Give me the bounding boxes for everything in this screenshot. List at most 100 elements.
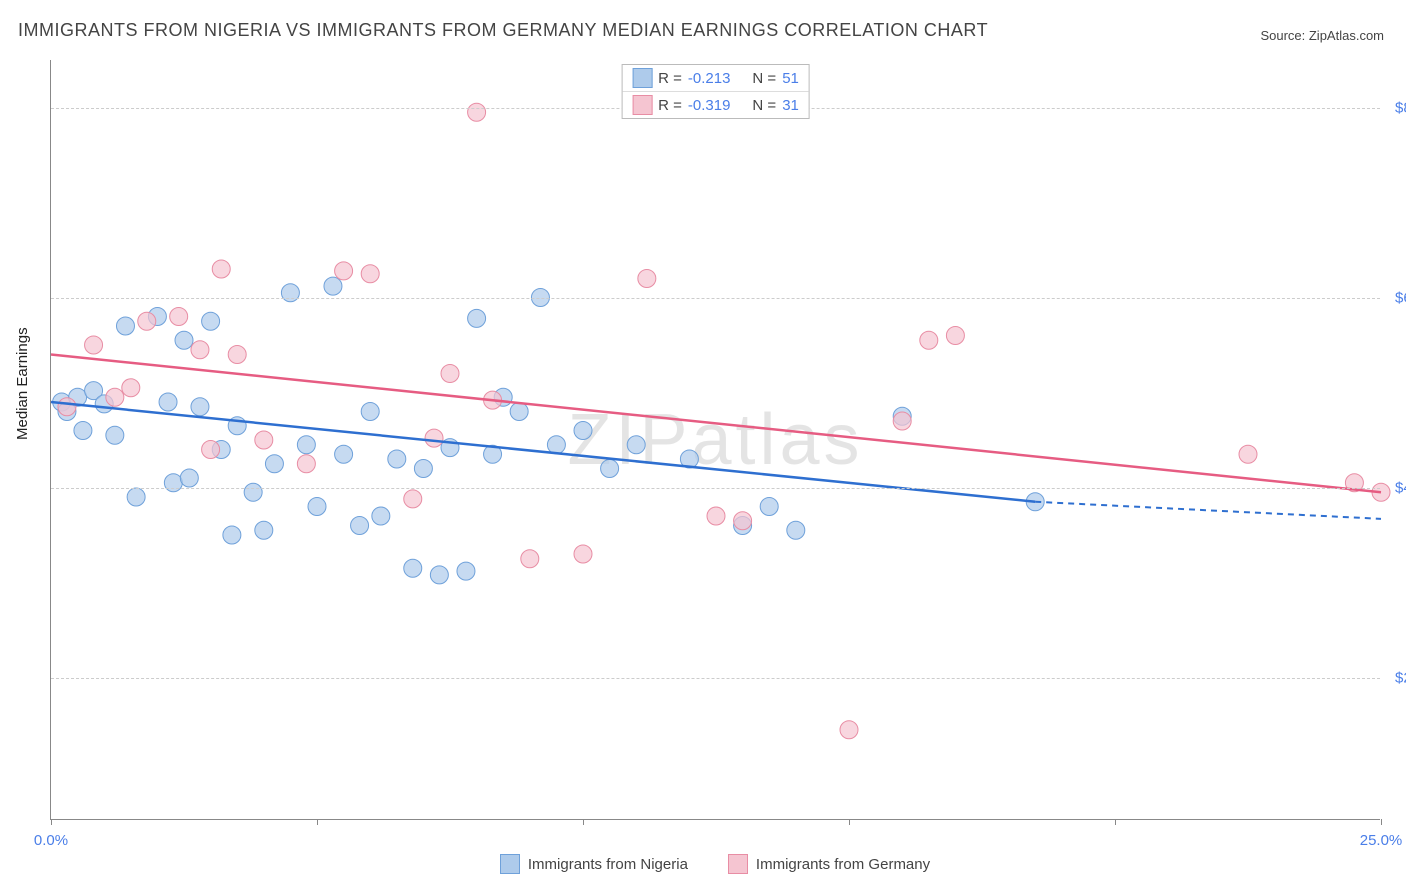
scatter-point <box>180 469 198 487</box>
scatter-point <box>202 312 220 330</box>
scatter-point <box>122 379 140 397</box>
scatter-point <box>468 309 486 327</box>
scatter-point <box>351 517 369 535</box>
scatter-point <box>361 265 379 283</box>
scatter-point <box>414 460 432 478</box>
legend-label-germany: Immigrants from Germany <box>756 856 930 873</box>
scatter-point <box>760 498 778 516</box>
scatter-point <box>1239 445 1257 463</box>
y-tick-label: $60,000 <box>1385 289 1406 306</box>
scatter-point <box>425 429 443 447</box>
legend-item-nigeria: Immigrants from Nigeria <box>500 854 688 874</box>
swatch-germany <box>632 95 652 115</box>
scatter-point <box>191 341 209 359</box>
legend-stats-box: R = -0.213 N = 51 R = -0.319 N = 31 <box>621 64 810 119</box>
y-tick-label: $20,000 <box>1385 669 1406 686</box>
x-tick-label: 25.0% <box>1360 832 1403 849</box>
scatter-point <box>223 526 241 544</box>
x-tick <box>849 819 850 825</box>
chart-title: IMMIGRANTS FROM NIGERIA VS IMMIGRANTS FR… <box>18 20 988 41</box>
r-label: R = <box>658 97 682 114</box>
scatter-point <box>106 388 124 406</box>
plot-area: ZIPatlas R = -0.213 N = 51 R = -0.319 N … <box>50 60 1380 820</box>
scatter-point <box>734 512 752 530</box>
scatter-point <box>707 507 725 525</box>
scatter-point <box>244 483 262 501</box>
scatter-point <box>297 455 315 473</box>
scatter-point <box>547 436 565 454</box>
scatter-point <box>335 445 353 463</box>
scatter-point <box>404 559 422 577</box>
scatter-point <box>574 422 592 440</box>
x-tick <box>51 819 52 825</box>
r-label: R = <box>658 70 682 87</box>
scatter-point <box>510 403 528 421</box>
scatter-point <box>255 431 273 449</box>
n-value-germany: 31 <box>782 97 799 114</box>
scatter-point <box>404 490 422 508</box>
r-value-nigeria: -0.213 <box>688 70 731 87</box>
scatter-point <box>85 336 103 354</box>
scatter-point <box>920 331 938 349</box>
x-tick <box>1115 819 1116 825</box>
scatter-point <box>574 545 592 563</box>
scatter-point <box>324 277 342 295</box>
chart-svg <box>51 60 1380 819</box>
gridline-h <box>51 298 1380 299</box>
bottom-legend: Immigrants from Nigeria Immigrants from … <box>50 854 1380 874</box>
scatter-point <box>74 422 92 440</box>
trend-line-extension <box>1035 502 1381 519</box>
scatter-point <box>601 460 619 478</box>
scatter-point <box>265 455 283 473</box>
y-axis-label: Median Earnings <box>14 327 31 440</box>
y-tick-label: $40,000 <box>1385 479 1406 496</box>
swatch-nigeria <box>632 68 652 88</box>
scatter-point <box>457 562 475 580</box>
scatter-point <box>441 365 459 383</box>
scatter-point <box>627 436 645 454</box>
scatter-point <box>191 398 209 416</box>
n-value-nigeria: 51 <box>782 70 799 87</box>
y-tick-label: $80,000 <box>1385 99 1406 116</box>
scatter-point <box>297 436 315 454</box>
scatter-point <box>521 550 539 568</box>
legend-label-nigeria: Immigrants from Nigeria <box>528 856 688 873</box>
n-label: N = <box>752 97 776 114</box>
scatter-point <box>202 441 220 459</box>
swatch-nigeria-icon <box>500 854 520 874</box>
x-tick-label: 0.0% <box>34 832 68 849</box>
scatter-point <box>159 393 177 411</box>
scatter-point <box>127 488 145 506</box>
scatter-point <box>840 721 858 739</box>
scatter-point <box>638 270 656 288</box>
scatter-point <box>106 426 124 444</box>
x-tick <box>317 819 318 825</box>
scatter-point <box>335 262 353 280</box>
scatter-point <box>212 260 230 278</box>
scatter-point <box>946 327 964 345</box>
scatter-point <box>372 507 390 525</box>
x-tick <box>583 819 584 825</box>
swatch-germany-icon <box>728 854 748 874</box>
scatter-point <box>430 566 448 584</box>
scatter-point <box>361 403 379 421</box>
r-value-germany: -0.319 <box>688 97 731 114</box>
scatter-point <box>787 521 805 539</box>
n-label: N = <box>752 70 776 87</box>
scatter-point <box>175 331 193 349</box>
scatter-point <box>255 521 273 539</box>
source-label: Source: ZipAtlas.com <box>1260 28 1384 43</box>
scatter-point <box>58 398 76 416</box>
scatter-point <box>893 412 911 430</box>
legend-item-germany: Immigrants from Germany <box>728 854 930 874</box>
legend-stats-row-germany: R = -0.319 N = 31 <box>622 91 809 118</box>
scatter-point <box>116 317 134 335</box>
scatter-point <box>388 450 406 468</box>
scatter-point <box>308 498 326 516</box>
scatter-point <box>138 312 156 330</box>
legend-stats-row-nigeria: R = -0.213 N = 51 <box>622 65 809 91</box>
scatter-point <box>164 474 182 492</box>
gridline-h <box>51 678 1380 679</box>
gridline-h <box>51 488 1380 489</box>
scatter-point <box>170 308 188 326</box>
